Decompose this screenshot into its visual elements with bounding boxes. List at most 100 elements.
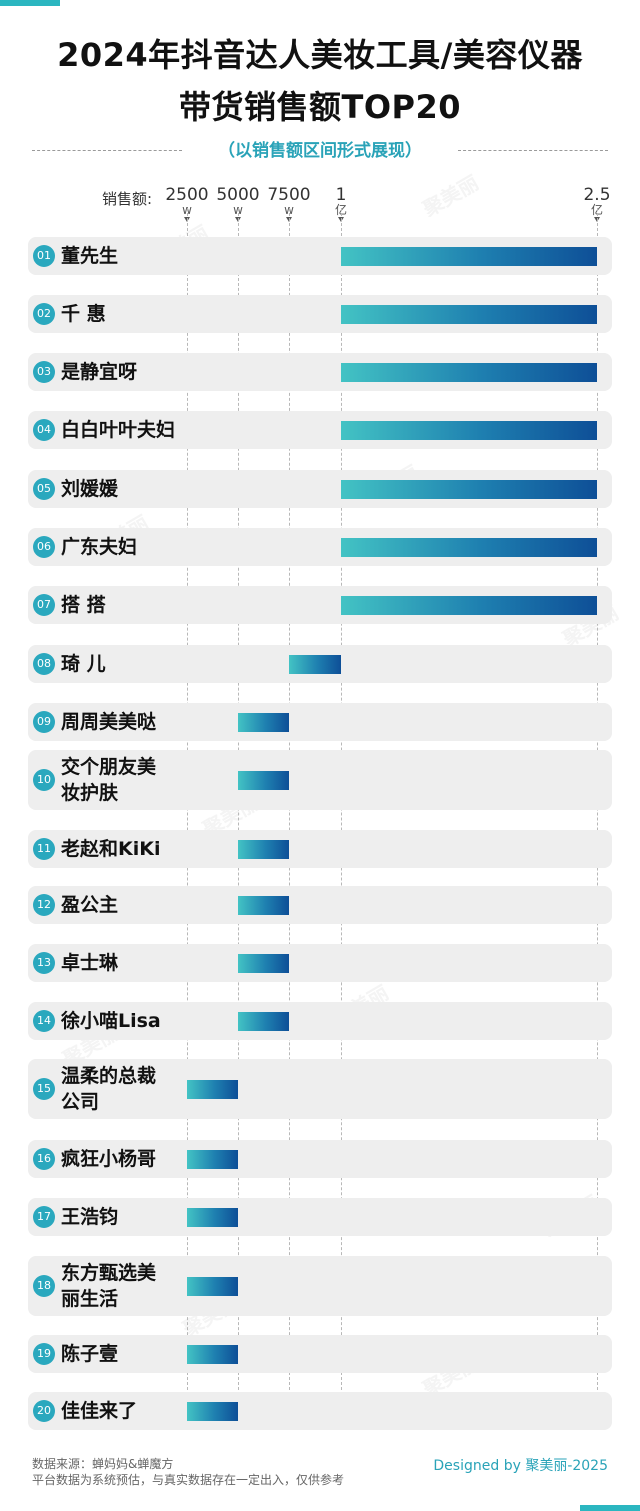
range-bar bbox=[341, 537, 597, 557]
range-bar bbox=[341, 304, 597, 324]
range-bar bbox=[187, 1401, 238, 1421]
chart-row: 19 陈子壹 bbox=[28, 1335, 612, 1373]
chart-title-line1: 2024年抖音达人美妆工具/美容仪器 bbox=[57, 36, 583, 74]
rank-badge: 11 bbox=[33, 838, 55, 860]
chart-row: 10 交个朋友美 妆护肤 bbox=[28, 750, 612, 810]
rank-badge: 01 bbox=[33, 245, 55, 267]
category-label: 温柔的总裁 公司 bbox=[61, 1065, 157, 1113]
category-label: 白白叶叶夫妇 bbox=[61, 419, 176, 441]
range-bar bbox=[187, 1344, 238, 1364]
gridline bbox=[597, 208, 598, 1430]
footer-credit: Designed by 聚美丽-2025 bbox=[433, 1458, 608, 1474]
axis-tick-label: 1 bbox=[335, 185, 347, 205]
rank-badge: 13 bbox=[33, 952, 55, 974]
footer-source: 数据来源：蝉妈妈&蝉魔方 平台数据为系统预估，与真实数据存在一定出入，仅供参考 bbox=[32, 1456, 344, 1488]
rank-badge: 08 bbox=[33, 653, 55, 675]
range-bar bbox=[238, 712, 289, 732]
chart-row: 20 佳佳来了 bbox=[28, 1392, 612, 1430]
rank-badge: 07 bbox=[33, 594, 55, 616]
category-label: 是静宜呀 bbox=[61, 361, 138, 383]
gridline bbox=[289, 208, 290, 1430]
rank-badge: 02 bbox=[33, 303, 55, 325]
subtitle-divider-left bbox=[32, 150, 182, 151]
range-bar bbox=[238, 953, 289, 973]
rank-badge: 20 bbox=[33, 1400, 55, 1422]
rank-badge: 16 bbox=[33, 1148, 55, 1170]
rank-badge: 09 bbox=[33, 711, 55, 733]
category-label: 卓士琳 bbox=[61, 952, 119, 974]
corner-accent-top bbox=[0, 0, 60, 6]
gridline bbox=[341, 208, 342, 1430]
rank-badge: 18 bbox=[33, 1275, 55, 1297]
rank-badge: 04 bbox=[33, 419, 55, 441]
range-bar bbox=[187, 1276, 238, 1296]
footer-source-text: 数据来源：蝉妈妈&蝉魔方 bbox=[32, 1457, 174, 1471]
gridline bbox=[238, 208, 239, 1430]
axis-tick-unit: w bbox=[284, 203, 294, 217]
range-bar bbox=[238, 895, 289, 915]
axis-tick-label: 7500 bbox=[267, 185, 311, 205]
range-bar bbox=[341, 362, 597, 382]
category-label: 琦 儿 bbox=[61, 653, 106, 675]
category-label: 王浩钧 bbox=[61, 1206, 119, 1228]
chart-title-line2: 带货销售额TOP20 bbox=[178, 88, 462, 126]
chart-row: 12 盈公主 bbox=[28, 886, 612, 924]
category-label: 董先生 bbox=[61, 245, 119, 267]
category-label: 交个朋友美 妆护肤 bbox=[61, 756, 157, 804]
rank-badge: 19 bbox=[33, 1343, 55, 1365]
chart-row: 09 周周美美哒 bbox=[28, 703, 612, 741]
rank-badge: 12 bbox=[33, 894, 55, 916]
axis-tick-unit: w bbox=[233, 203, 243, 217]
axis-label: 销售额: bbox=[102, 190, 153, 208]
category-label: 东方甄选美 丽生活 bbox=[61, 1262, 157, 1310]
rank-badge: 10 bbox=[33, 769, 55, 791]
category-label: 周周美美哒 bbox=[61, 711, 157, 733]
footer-note-text: 平台数据为系统预估，与真实数据存在一定出入，仅供参考 bbox=[32, 1473, 345, 1487]
axis-tick-label: 2.5 bbox=[583, 185, 611, 205]
category-label: 陈子壹 bbox=[61, 1343, 119, 1365]
chart-row: 02 千 惠 bbox=[28, 295, 612, 333]
rank-badge: 05 bbox=[33, 478, 55, 500]
range-bar bbox=[341, 420, 597, 440]
category-label: 老赵和KiKi bbox=[61, 838, 161, 860]
category-label: 徐小喵Lisa bbox=[61, 1010, 161, 1032]
category-label: 刘媛媛 bbox=[61, 478, 119, 500]
chart-row: 14 徐小喵Lisa bbox=[28, 1002, 612, 1040]
gridline bbox=[187, 208, 188, 1430]
category-label: 盈公主 bbox=[61, 894, 119, 916]
subtitle-row: （以销售额区间形式展现） bbox=[32, 138, 608, 164]
range-bar bbox=[238, 770, 289, 790]
category-label: 疯狂小杨哥 bbox=[61, 1148, 157, 1170]
category-label: 搭 搭 bbox=[61, 594, 106, 616]
corner-accent-bottom bbox=[580, 1505, 640, 1511]
subtitle-divider-right bbox=[458, 150, 608, 151]
range-bar bbox=[341, 246, 597, 266]
category-label: 千 惠 bbox=[61, 303, 106, 325]
chart-row: 18 东方甄选美 丽生活 bbox=[28, 1256, 612, 1316]
range-bar bbox=[238, 1011, 289, 1031]
range-bar bbox=[187, 1149, 238, 1169]
rank-badge: 06 bbox=[33, 536, 55, 558]
rank-badge: 14 bbox=[33, 1010, 55, 1032]
axis-tick-unit: 亿 bbox=[334, 203, 347, 217]
range-bar bbox=[238, 839, 289, 859]
range-bar bbox=[187, 1207, 238, 1227]
chart-row: 16 疯狂小杨哥 bbox=[28, 1140, 612, 1178]
range-bar bbox=[187, 1079, 238, 1099]
axis-tick-label: 5000 bbox=[216, 185, 260, 205]
chart-row: 17 王浩钧 bbox=[28, 1198, 612, 1236]
axis-tick-unit: w bbox=[182, 203, 192, 217]
axis-tick-unit: 亿 bbox=[590, 203, 603, 217]
range-bar bbox=[341, 479, 597, 499]
category-label: 广东夫妇 bbox=[61, 536, 138, 558]
chart-row: 13 卓士琳 bbox=[28, 944, 612, 982]
rank-badge: 15 bbox=[33, 1078, 55, 1100]
range-bar bbox=[341, 595, 597, 615]
rank-badge: 03 bbox=[33, 361, 55, 383]
category-label: 佳佳来了 bbox=[61, 1400, 138, 1422]
chart-subtitle: （以销售额区间形式展现） bbox=[218, 141, 422, 161]
chart-row: 11 老赵和KiKi bbox=[28, 830, 612, 868]
axis-tick-label: 2500 bbox=[165, 185, 209, 205]
chart-row: 15 温柔的总裁 公司 bbox=[28, 1059, 612, 1119]
